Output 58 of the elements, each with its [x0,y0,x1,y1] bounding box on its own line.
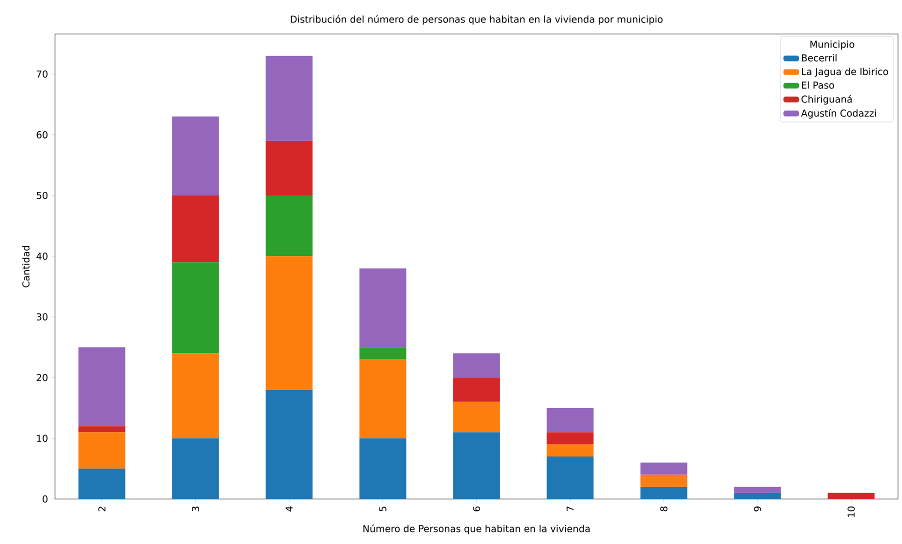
x-tick-label: 4 [286,506,293,512]
bar [172,116,219,196]
y-axis-title: Cantidad [22,246,30,288]
bar [359,347,406,360]
bar [78,347,126,426]
bar [266,195,313,256]
y-tick-label: 10 [37,434,48,442]
x-tick-label: 2 [98,506,106,512]
legend-label: Chiriguaná [802,95,852,105]
bar [640,462,688,475]
x-tick-label: 5 [379,506,386,512]
bar [359,359,406,438]
y-tick-label: 60 [36,131,48,138]
bar [828,492,875,499]
chart-title: Distribución del número de personas que habitan en la vivienda por municipio [290,15,663,25]
bar [453,353,500,378]
bar [640,474,688,487]
bar [266,390,313,499]
bar [172,262,219,354]
x-tick-label: 8 [660,506,668,512]
y-tick-label: 0 [42,495,48,503]
x-axis-title: Número de Personas que habitan en la vivienda [363,524,590,534]
bar [453,402,500,432]
bar [546,408,594,432]
bar [734,492,781,499]
legend-label: La Jagua de Ibirico [802,68,888,77]
bar [172,438,219,499]
bar [266,256,313,390]
y-tick-label: 30 [36,313,48,320]
bar [78,468,126,499]
bar [266,56,313,141]
bar [266,140,313,196]
bar [78,432,126,469]
bar [359,438,406,499]
bar [78,426,126,432]
legend-label: El Paso [802,81,834,89]
legend-label: Becerril [802,54,836,62]
bar [359,268,406,348]
x-tick-label: 9 [754,506,762,512]
y-tick-label: 40 [36,252,48,260]
bar [172,353,219,438]
bar [640,486,688,499]
bar [453,432,500,499]
bar [546,456,594,499]
y-tick-label: 50 [36,192,48,200]
legend-title: Municipio [810,40,854,50]
bar [453,378,500,402]
y-tick-label: 20 [36,374,48,382]
y-tick-label: 70 [36,70,48,78]
bar [546,432,594,444]
bar [172,195,219,262]
x-tick-label: 3 [192,506,200,512]
x-tick-label: 10 [848,506,855,517]
legend-label: Agustín Codazzi [801,109,876,119]
x-tick-label: 6 [472,506,480,512]
bar [734,486,781,493]
bar [546,444,594,457]
x-tick-label: 7 [566,506,574,512]
